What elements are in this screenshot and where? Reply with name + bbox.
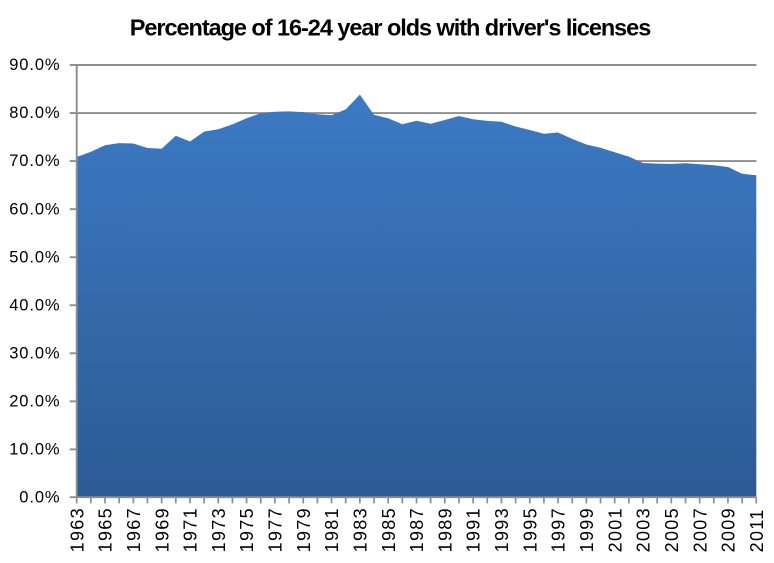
svg-text:10.0%: 10.0% [9,441,60,459]
svg-text:1979: 1979 [294,507,314,552]
svg-text:2003: 2003 [634,507,654,552]
svg-text:2007: 2007 [690,507,710,552]
svg-text:70.0%: 70.0% [9,152,60,170]
svg-text:1965: 1965 [96,507,116,552]
svg-text:0.0%: 0.0% [19,489,60,507]
svg-text:2011: 2011 [747,508,767,552]
svg-text:20.0%: 20.0% [9,392,60,410]
svg-text:1987: 1987 [407,507,427,552]
svg-text:1989: 1989 [435,507,455,552]
svg-text:90.0%: 90.0% [9,56,60,74]
svg-text:1967: 1967 [124,507,144,552]
svg-text:50.0%: 50.0% [9,248,60,266]
svg-text:30.0%: 30.0% [9,344,60,362]
svg-text:40.0%: 40.0% [9,296,60,314]
svg-text:1983: 1983 [350,507,370,552]
svg-text:1969: 1969 [152,507,172,552]
svg-text:1993: 1993 [492,507,512,552]
svg-text:2001: 2001 [605,507,625,552]
svg-text:1999: 1999 [577,507,597,552]
svg-text:1991: 1991 [464,507,484,552]
svg-text:1985: 1985 [379,507,399,552]
svg-text:1973: 1973 [209,507,229,552]
svg-text:2005: 2005 [662,507,682,552]
svg-text:1981: 1981 [322,507,342,552]
svg-text:1963: 1963 [67,507,87,552]
svg-text:80.0%: 80.0% [9,104,60,122]
svg-text:1971: 1971 [181,507,201,552]
svg-text:1975: 1975 [237,507,257,552]
svg-text:2009: 2009 [719,507,739,552]
svg-text:1995: 1995 [520,507,540,552]
svg-text:1997: 1997 [549,507,569,552]
svg-text:60.0%: 60.0% [9,200,60,218]
svg-text:Percentage of 16-24 year olds: Percentage of 16-24 year olds with drive… [130,15,651,41]
svg-text:1977: 1977 [266,507,286,552]
